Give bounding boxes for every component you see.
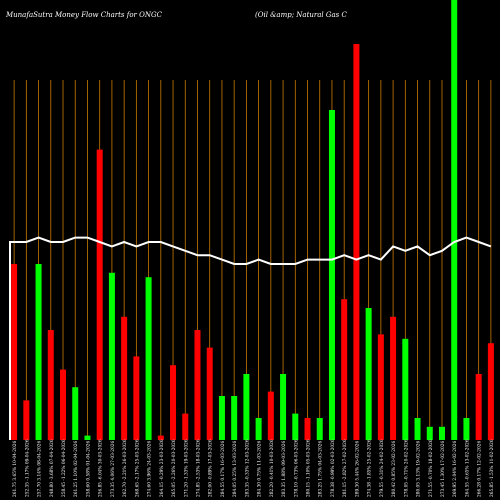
bar [353, 44, 360, 440]
bar [304, 418, 311, 440]
x-tick-label: 274.85 -2.53% 18-03-2026 [196, 439, 201, 497]
bar [218, 396, 225, 440]
bar [35, 264, 42, 440]
bar [47, 330, 54, 440]
bar [316, 418, 323, 440]
bar [475, 374, 482, 440]
x-tick-label: 258.45 -1.22% 06-04-2026 [62, 439, 67, 497]
bar [145, 277, 152, 440]
bar [451, 0, 458, 440]
bar [194, 330, 201, 440]
bar [23, 400, 30, 440]
x-tick-label: 278.10 -0.73% 06-03-2026 [294, 439, 299, 497]
x-tick-label: 284.55 0.17% 16-03-2026 [221, 441, 226, 497]
x-tick-label: 252.35 -1.17% 09-04-2026 [25, 439, 30, 497]
x-tick-label: 265.05 -2.26% 20-03-2026 [172, 439, 177, 497]
x-tick-label: 283.35 1.88% 09-03-2026 [282, 441, 287, 497]
x-tick-label: 257.70 3.14% 08-04-2026 [38, 441, 43, 497]
bar [377, 334, 384, 440]
x-tick-label: 261.25 1.10% 02-04-2026 [74, 441, 79, 497]
x-tick-label: 279.55 -0.31% 24-02-2026 [380, 439, 385, 497]
bars [11, 0, 494, 440]
bar [328, 110, 335, 440]
x-tick-label: 283.25 1.75% 04-03-2026 [319, 441, 324, 497]
bar [121, 316, 128, 440]
x-tick-label: 284.30 0.75% 11-03-2026 [258, 441, 263, 497]
bar [133, 356, 140, 440]
bar [96, 149, 103, 440]
x-tick-label: 280.15 -1.10% 05-03-2026 [307, 439, 312, 497]
bar [72, 387, 79, 440]
x-tick-label: 264.55 -0.65% 13-02-2026 [465, 439, 470, 497]
x-tick-label: 280.42 0.85% 23-02-2026 [392, 441, 397, 497]
x-tick-label: 282.00 -0.89% 17-03-2026 [209, 439, 214, 497]
x-tick-label: 256.85 -6.04% 30-03-2026 [99, 439, 104, 497]
x-tick-label: 268.65 -2.17% 25-03-2026 [135, 439, 140, 497]
bar [390, 316, 397, 440]
bar [206, 347, 213, 440]
x-tick-label: 261.75 3.65% 10-04-2026 [13, 441, 18, 497]
bar [243, 374, 250, 440]
x-tick-label: 269.95 2.04% 16-02-2026 [453, 441, 458, 497]
bar [402, 338, 409, 440]
bar [231, 396, 238, 440]
chart-title: MunafaSutra Money Flow Charts for ONGC [5, 11, 163, 19]
bar [487, 343, 494, 440]
x-tick-label: 282.20 -0.41% 10-03-2026 [270, 439, 275, 497]
bar [60, 369, 67, 440]
x-tick-label: 271.20 -1.33% 19-03-2026 [184, 439, 189, 497]
chart-subtitle: (Oil &amp; Natural Gas C [255, 11, 347, 19]
x-tick-label: 289.30 5.44% 26-02-2026 [355, 441, 360, 497]
gridlines [13, 80, 492, 440]
bar [341, 299, 348, 440]
x-tick-label: 262.70 -2.21% 26-03-2026 [123, 439, 128, 497]
bar [463, 418, 470, 440]
x-tick-label: 264.15 -0.29% 23-03-2026 [160, 439, 165, 497]
money-flow-line [9, 236, 492, 440]
x-tick-label: 284.05 0.25% 13-03-2026 [233, 441, 238, 497]
x-axis-labels: 261.75 3.65% 10-04-2026 252.35 -1.17% 09-… [13, 439, 495, 497]
x-tick-label: 266.28 0.17% 12-02-2026 [478, 441, 483, 497]
bar [414, 418, 421, 440]
bar [182, 413, 189, 440]
x-tick-label: 274.60 3.96% 24-03-2026 [148, 441, 153, 497]
bar [157, 435, 164, 440]
bar [365, 308, 372, 440]
x-tick-label: 278.05 -0.71% 20-02-2026 [404, 439, 409, 497]
x-tick-label: 265.85 -1.53% 11-02-2026 [490, 439, 495, 497]
x-tick-label: 258.60 0.58% 01-04-2026 [86, 441, 91, 497]
bar [267, 391, 274, 440]
x-tick-label: 281.15 -2.82% 27-02-2026 [343, 439, 348, 497]
bar [11, 264, 18, 440]
x-tick-label: 273.45 1.30% 17-02-2026 [441, 441, 446, 497]
x-tick-label: 280.05 3.13% 19-02-2026 [417, 441, 422, 497]
x-tick-label: 248.80 -3.68% 07-04-2026 [50, 439, 55, 497]
bar [426, 426, 433, 440]
bar [170, 365, 177, 440]
bar [84, 435, 91, 440]
bar [438, 426, 445, 440]
x-tick-label: 283.35 -0.33% 12-03-2026 [245, 439, 250, 497]
x-tick-label: 273.35 4.06% 27-03-2026 [111, 441, 116, 497]
x-tick-label: 271.55 -0.70% 18-02-2026 [429, 439, 434, 497]
x-tick-label: 274.38 -1.85% 25-02-2026 [368, 439, 373, 497]
bar [108, 272, 115, 440]
bar [292, 413, 299, 440]
bar [255, 418, 262, 440]
x-tick-label: 278.38 -0.99% 02-03-2026 [331, 439, 336, 497]
bar [280, 374, 287, 440]
